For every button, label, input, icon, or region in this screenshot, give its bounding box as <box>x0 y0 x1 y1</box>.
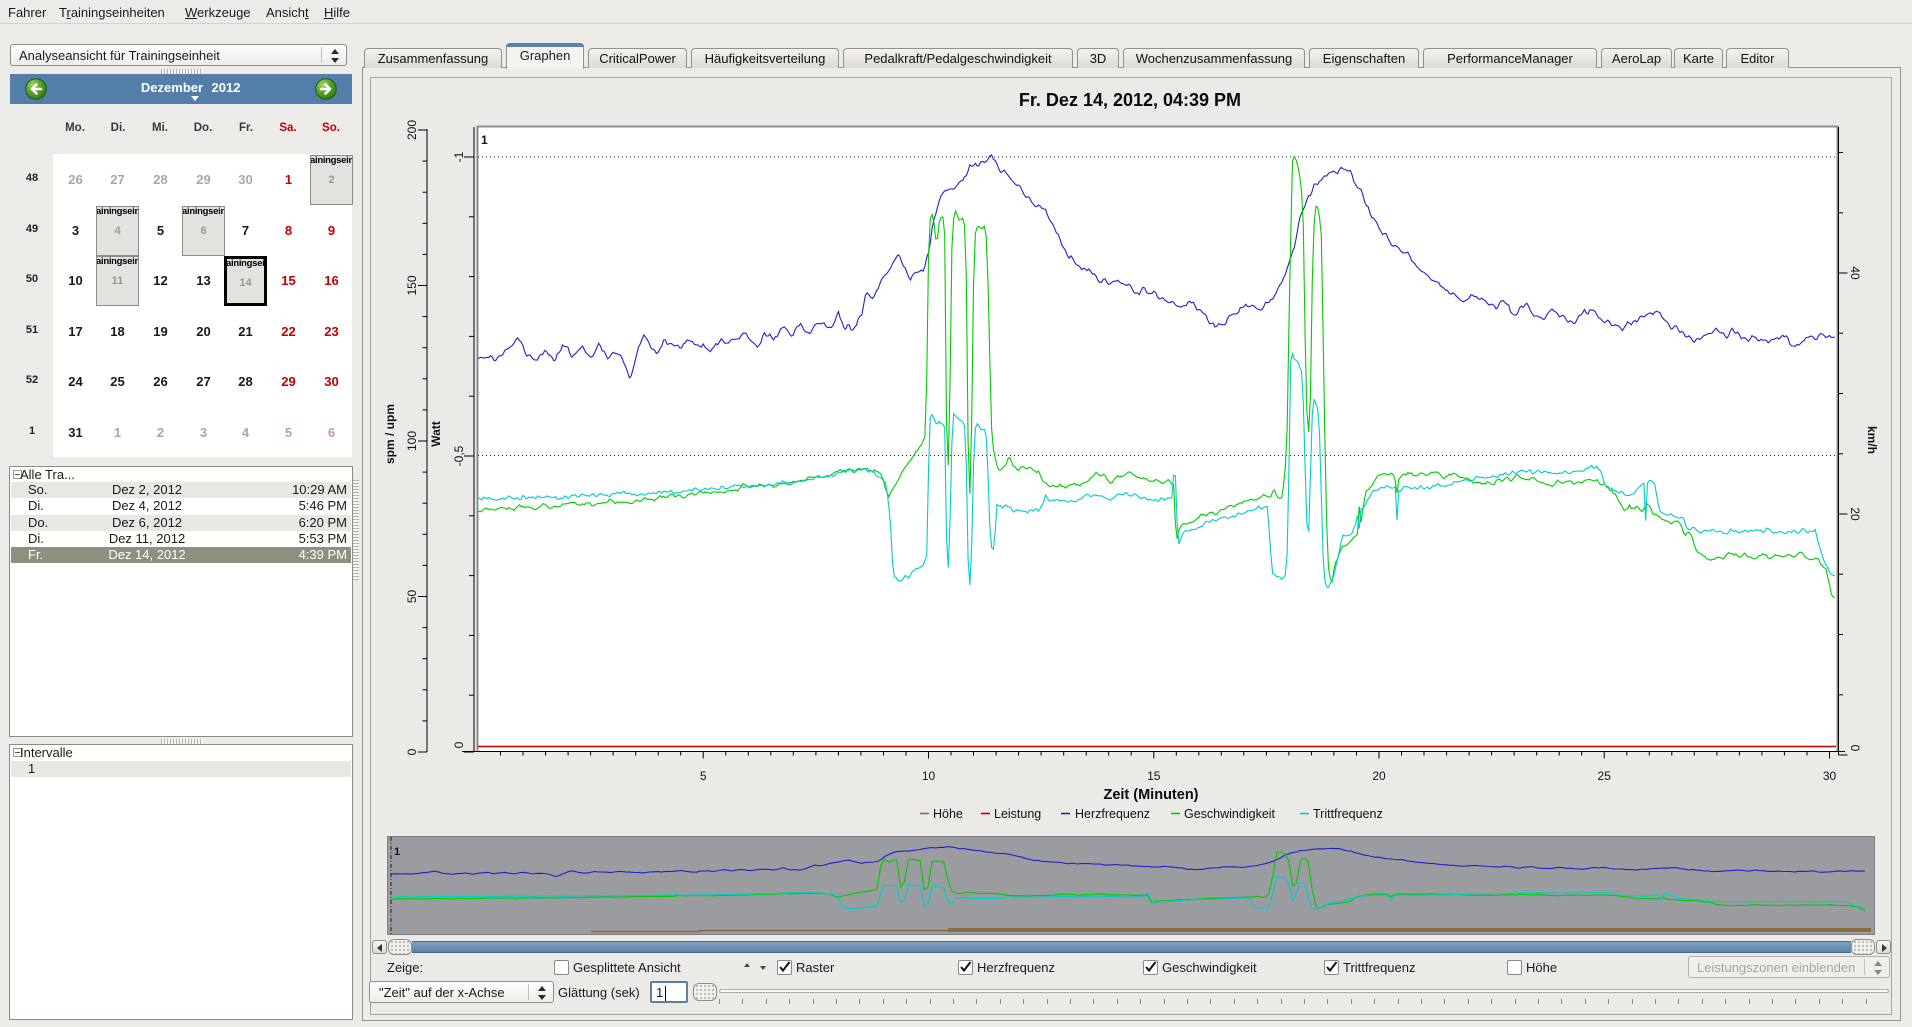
svg-text:25: 25 <box>1598 769 1612 783</box>
svg-text:0: 0 <box>452 741 466 748</box>
svg-text:1: 1 <box>481 133 488 147</box>
svg-text:-1: -1 <box>452 151 466 162</box>
svg-text:Watt: Watt <box>429 421 443 447</box>
svg-text:50: 50 <box>405 590 419 604</box>
svg-text:Zeit (Minuten): Zeit (Minuten) <box>1103 787 1198 803</box>
svg-text:0: 0 <box>405 748 419 755</box>
svg-text:100: 100 <box>405 431 419 451</box>
svg-text:40: 40 <box>1848 266 1862 280</box>
svg-text:-0,5: -0,5 <box>452 445 466 466</box>
svg-text:Leistung: Leistung <box>994 807 1041 821</box>
svg-text:10: 10 <box>922 769 936 783</box>
svg-text:spm / upm: spm / upm <box>383 404 397 464</box>
svg-text:200: 200 <box>405 120 419 140</box>
svg-text:1: 1 <box>394 846 400 858</box>
svg-text:20: 20 <box>1372 769 1386 783</box>
svg-text:30: 30 <box>1823 769 1837 783</box>
svg-text:Höhe: Höhe <box>933 807 963 821</box>
svg-text:150: 150 <box>405 275 419 295</box>
svg-text:Trittfrequenz: Trittfrequenz <box>1313 807 1383 821</box>
svg-text:15: 15 <box>1147 769 1161 783</box>
svg-text:Herzfrequenz: Herzfrequenz <box>1075 807 1150 821</box>
svg-text:0: 0 <box>1848 745 1862 752</box>
svg-text:km/h: km/h <box>1865 426 1879 454</box>
svg-text:5: 5 <box>700 769 707 783</box>
svg-text:Geschwindigkeit: Geschwindigkeit <box>1184 807 1276 821</box>
svg-text:20: 20 <box>1848 507 1862 521</box>
